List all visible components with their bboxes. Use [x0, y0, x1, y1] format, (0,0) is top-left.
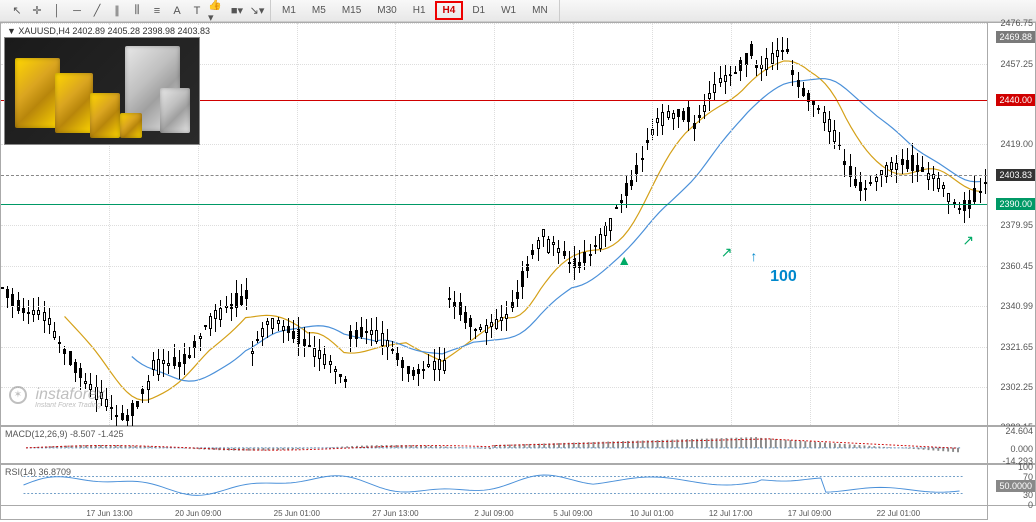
price-tick: 2302.25 [1000, 382, 1033, 392]
annotation-100: 100 [770, 268, 797, 286]
chart-container: ▼ XAUUSD,H4 2402.89 2405.28 2398.98 2403… [0, 22, 1036, 522]
arrow-tool[interactable]: ↘▾ [248, 3, 266, 19]
hline-tool[interactable]: ─ [68, 3, 86, 19]
toolbar: ↖ ✛ │ ─ ╱ ∥ ⫼ ≡ A T 👍▾ ■▾ ↘▾ M1M5M15M30H… [0, 0, 1036, 22]
crosshair-tool[interactable]: ✛ [28, 3, 46, 19]
rsi-tick: 0 [1028, 500, 1033, 510]
macd-tick: 24.604 [1005, 426, 1033, 436]
rsi-axis: 1007030050.0000 [988, 464, 1036, 506]
fibo2-tool[interactable]: ≡ [148, 3, 166, 19]
tf-w1[interactable]: W1 [494, 2, 523, 19]
price-tag: 2390.00 [996, 198, 1035, 210]
time-label: 10 Jul 01:00 [630, 509, 674, 518]
symbol-header: ▼ XAUUSD,H4 2402.89 2405.28 2398.98 2403… [5, 25, 212, 37]
price-tick: 2476.75 [1000, 18, 1033, 28]
gold-image-thumbnail [4, 37, 200, 145]
channel-tool[interactable]: ∥ [108, 3, 126, 19]
price-tag: 2440.00 [996, 94, 1035, 106]
shapes-tool[interactable]: ■▾ [228, 3, 246, 19]
price-tick: 2419.00 [1000, 139, 1033, 149]
tf-d1[interactable]: D1 [465, 2, 492, 19]
macd-panel[interactable]: MACD(12,26,9) -8.507 -1.425 [0, 426, 988, 464]
time-label: 17 Jul 09:00 [788, 509, 832, 518]
trendline-tool[interactable]: ╱ [88, 3, 106, 19]
rsi-panel[interactable]: RSI(14) 36.8709 [0, 464, 988, 506]
time-label: 25 Jun 01:00 [274, 509, 320, 518]
price-tag: 2403.83 [996, 169, 1035, 181]
macd-tick: 0.000 [1010, 444, 1033, 454]
tf-m15[interactable]: M15 [335, 2, 368, 19]
price-tag: 2469.88 [996, 31, 1035, 43]
macd-axis: 24.6040.000-14.293 [988, 426, 1036, 464]
price-tick: 2321.65 [1000, 342, 1033, 352]
tf-mn[interactable]: MN [525, 2, 555, 19]
macd-plot [1, 427, 987, 463]
watermark-icon [9, 386, 27, 404]
tf-h1[interactable]: H1 [406, 2, 433, 19]
watermark-text: instaforex [35, 386, 104, 403]
time-label: 22 Jul 01:00 [876, 509, 920, 518]
main-price-panel[interactable]: ▼ XAUUSD,H4 2402.89 2405.28 2398.98 2403… [0, 22, 988, 426]
price-tick: 2360.45 [1000, 261, 1033, 271]
watermark: instaforex Instant Forex Trading [9, 386, 105, 409]
price-tick: 2457.25 [1000, 59, 1033, 69]
drawing-tools-group: ↖ ✛ │ ─ ╱ ∥ ⫼ ≡ A T 👍▾ ■▾ ↘▾ [4, 0, 271, 21]
fibo-tool[interactable]: ⫼ [128, 3, 146, 19]
arrow-marker: ↗ [962, 232, 974, 249]
rsi-plot [1, 465, 987, 505]
time-axis: 17 Jun 13:00 20 Jun 09:00 25 Jun 01:00 27 J… [0, 506, 988, 520]
rsi-tag: 50.0000 [996, 480, 1035, 492]
time-label: 12 Jul 17:00 [709, 509, 753, 518]
cursor-tool[interactable]: ↖ [8, 3, 26, 19]
tf-h4[interactable]: H4 [435, 1, 464, 20]
label-tool[interactable]: T [188, 3, 206, 19]
timeframe-group: M1M5M15M30H1H4D1W1MN [271, 0, 560, 21]
tf-m1[interactable]: M1 [275, 2, 303, 19]
time-label: 5 Jul 09:00 [553, 509, 592, 518]
price-tick: 2340.99 [1000, 301, 1033, 311]
thumbs-tool[interactable]: 👍▾ [208, 3, 226, 19]
vline-tool[interactable]: │ [48, 3, 66, 19]
text-tool[interactable]: A [168, 3, 186, 19]
time-label: 20 Jun 09:00 [175, 509, 221, 518]
time-label: 2 Jul 09:00 [474, 509, 513, 518]
arrow-marker: ↑ [750, 248, 757, 264]
time-label: 27 Jun 13:00 [372, 509, 418, 518]
rsi-tick: 100 [1018, 462, 1033, 472]
tf-m5[interactable]: M5 [305, 2, 333, 19]
tf-m30[interactable]: M30 [370, 2, 403, 19]
time-label: 17 Jun 13:00 [86, 509, 132, 518]
price-axis: 2476.752457.252419.002379.952360.452340.… [988, 22, 1036, 426]
price-tick: 2379.95 [1000, 220, 1033, 230]
watermark-subtext: Instant Forex Trading [35, 402, 105, 409]
